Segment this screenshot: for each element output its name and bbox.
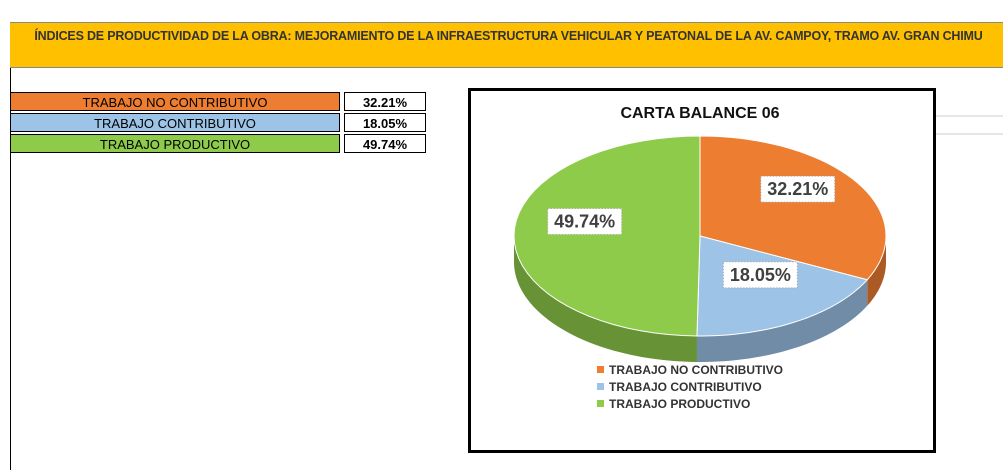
legend-label: TRABAJO CONTRIBUTIVO [609,380,762,394]
data-label: 49.74% [554,211,615,231]
row-label: TRABAJO CONTRIBUTIVO [10,113,340,132]
pie-side [514,236,697,362]
header-title: ÍNDICES DE PRODUCTIVIDAD DE LA OBRA: MEJ… [34,29,983,43]
pie-side [696,279,868,362]
data-label-box [547,207,623,235]
legend-label: TRABAJO NO CONTRIBUTIVO [609,363,783,377]
row-value: 18.05% [344,113,426,132]
pie-slice [513,135,701,337]
row-value: 32.21% [344,92,426,111]
legend-swatch [597,383,604,390]
data-label-box [760,175,836,203]
data-label: 18.05% [730,265,791,285]
row-label: TRABAJO NO CONTRIBUTIVO [10,92,340,111]
row-label: TRABAJO PRODUCTIVO [10,134,340,153]
legend-swatch [597,400,604,407]
pie-side [867,236,886,306]
pie-slice [699,135,887,281]
chart-title: CARTA BALANCE 06 [620,105,779,122]
row-value: 49.74% [344,134,426,153]
legend-swatch [597,366,604,373]
legend-label: TRABAJO PRODUCTIVO [609,397,750,411]
data-label: 32.21% [767,179,828,199]
sheet-border [10,68,11,470]
data-label-box [722,261,798,289]
header-bar: ÍNDICES DE PRODUCTIVIDAD DE LA OBRA: MEJ… [10,22,1003,68]
